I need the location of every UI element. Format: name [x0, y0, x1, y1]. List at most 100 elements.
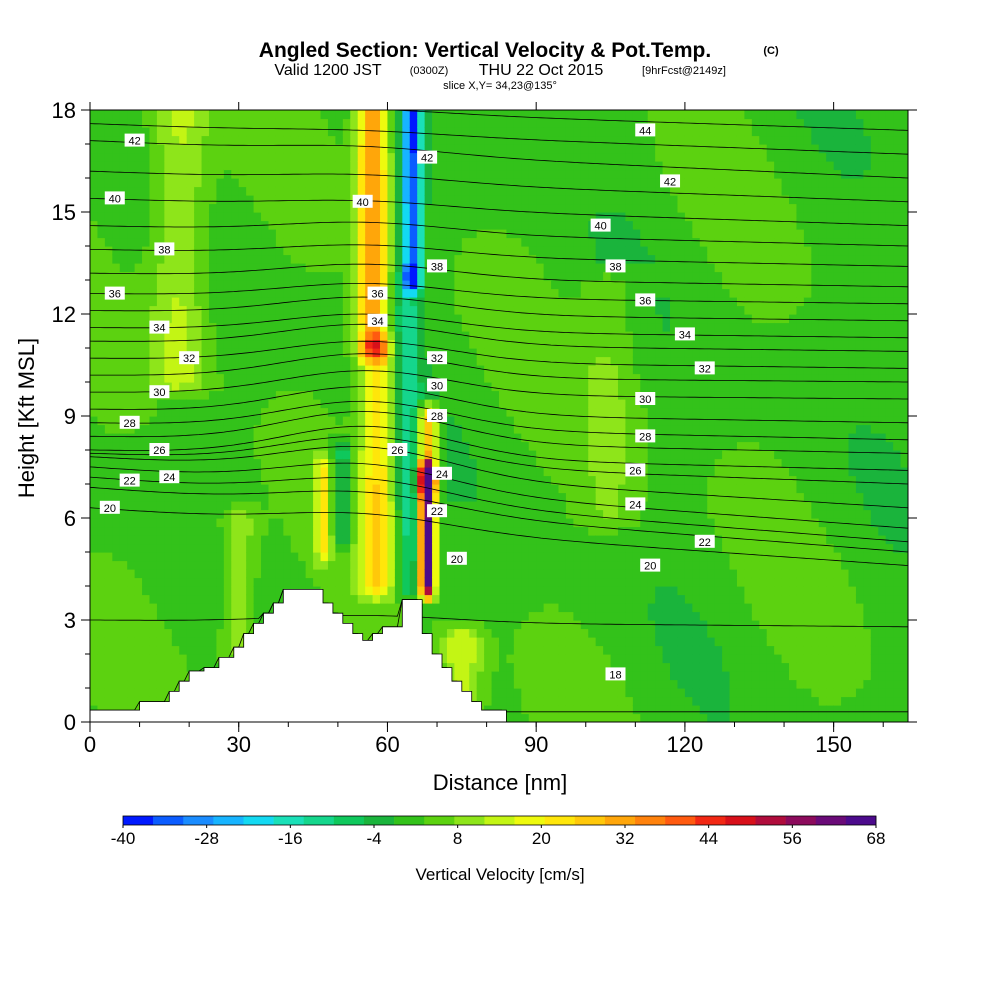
- velocity-cell: [261, 169, 270, 179]
- velocity-cell: [588, 679, 597, 689]
- velocity-cell: [342, 399, 351, 409]
- velocity-cell: [499, 161, 508, 171]
- velocity-cell: [350, 220, 359, 230]
- velocity-cell: [394, 271, 403, 281]
- velocity-cell: [127, 220, 136, 230]
- velocity-cell: [543, 654, 552, 664]
- velocity-cell: [380, 169, 389, 179]
- velocity-cell: [565, 356, 574, 366]
- velocity-cell: [127, 161, 136, 171]
- velocity-cell: [104, 280, 113, 290]
- velocity-cell: [461, 390, 470, 400]
- velocity-cell: [461, 186, 470, 196]
- velocity-cell: [112, 331, 121, 341]
- velocity-cell: [432, 203, 441, 213]
- velocity-cell: [253, 314, 262, 324]
- velocity-cell: [543, 169, 552, 179]
- velocity-cell: [417, 501, 426, 511]
- velocity-cell: [432, 450, 441, 460]
- velocity-cell: [313, 484, 322, 494]
- velocity-cell: [588, 450, 597, 460]
- velocity-cell: [484, 603, 493, 613]
- velocity-cell: [558, 348, 567, 358]
- velocity-cell: [350, 509, 359, 519]
- velocity-cell: [595, 679, 604, 689]
- velocity-cell: [417, 356, 426, 366]
- velocity-cell: [513, 178, 522, 188]
- velocity-cell: [580, 144, 589, 154]
- velocity-cell: [142, 424, 151, 434]
- velocity-cell: [208, 637, 218, 647]
- velocity-cell: [469, 603, 478, 613]
- velocity-cell: [439, 654, 448, 664]
- velocity-cell: [372, 628, 381, 638]
- velocity-cell: [357, 178, 366, 188]
- velocity-cell: [104, 577, 113, 587]
- velocity-cell: [156, 331, 165, 341]
- velocity-cell: [499, 220, 508, 230]
- velocity-cell: [149, 611, 158, 621]
- velocity-cell: [119, 662, 128, 672]
- velocity-cell: [127, 552, 136, 562]
- velocity-cell: [446, 212, 455, 222]
- velocity-cell: [298, 263, 307, 273]
- velocity-cell: [171, 331, 180, 341]
- velocity-cell: [171, 118, 180, 128]
- velocity-cell: [305, 543, 314, 553]
- velocity-cell: [171, 569, 180, 579]
- velocity-cell: [90, 509, 99, 519]
- velocity-cell: [424, 450, 433, 460]
- velocity-cell: [305, 305, 314, 315]
- velocity-cell: [201, 254, 210, 264]
- velocity-cell: [350, 484, 359, 494]
- velocity-cell: [551, 339, 560, 349]
- velocity-cell: [380, 271, 389, 281]
- velocity-cell: [142, 543, 151, 553]
- velocity-cell: [521, 594, 530, 604]
- velocity-cell: [179, 271, 188, 281]
- velocity-cell: [424, 441, 433, 451]
- velocity-cell: [179, 535, 188, 545]
- velocity-cell: [119, 203, 128, 213]
- velocity-cell: [506, 365, 515, 375]
- velocity-cell: [194, 331, 203, 341]
- velocity-cell: [179, 203, 188, 213]
- velocity-cell: [261, 467, 270, 477]
- velocity-cell: [142, 560, 151, 570]
- velocity-cell: [290, 220, 299, 230]
- velocity-cell: [320, 127, 329, 137]
- velocity-cell: [543, 645, 552, 655]
- velocity-cell: [513, 195, 522, 205]
- velocity-cell: [142, 152, 151, 162]
- velocity-cell: [149, 237, 158, 247]
- velocity-cell: [446, 237, 455, 247]
- velocity-cell: [201, 492, 210, 502]
- velocity-cell: [97, 229, 106, 239]
- velocity-cell: [208, 407, 218, 417]
- velocity-cell: [484, 637, 493, 647]
- velocity-cell: [372, 450, 381, 460]
- velocity-cell: [90, 110, 99, 120]
- velocity-cell: [201, 620, 210, 630]
- velocity-cell: [142, 331, 151, 341]
- velocity-cell: [171, 603, 180, 613]
- velocity-cell: [261, 373, 270, 383]
- velocity-cell: [454, 288, 463, 298]
- velocity-cell: [402, 280, 411, 290]
- velocity-cell: [551, 603, 560, 613]
- velocity-cell: [491, 212, 500, 222]
- velocity-cell: [402, 212, 411, 222]
- velocity-cell: [528, 713, 537, 722]
- velocity-cell: [580, 569, 589, 579]
- velocity-cell: [432, 144, 441, 154]
- velocity-cell: [104, 509, 113, 519]
- velocity-cell: [201, 135, 210, 145]
- velocity-cell: [409, 331, 418, 341]
- velocity-cell: [484, 450, 493, 460]
- velocity-cell: [394, 365, 403, 375]
- velocity-cell: [90, 390, 99, 400]
- velocity-cell: [90, 195, 99, 205]
- velocity-cell: [342, 127, 351, 137]
- velocity-cell: [268, 110, 277, 120]
- velocity-cell: [134, 144, 143, 154]
